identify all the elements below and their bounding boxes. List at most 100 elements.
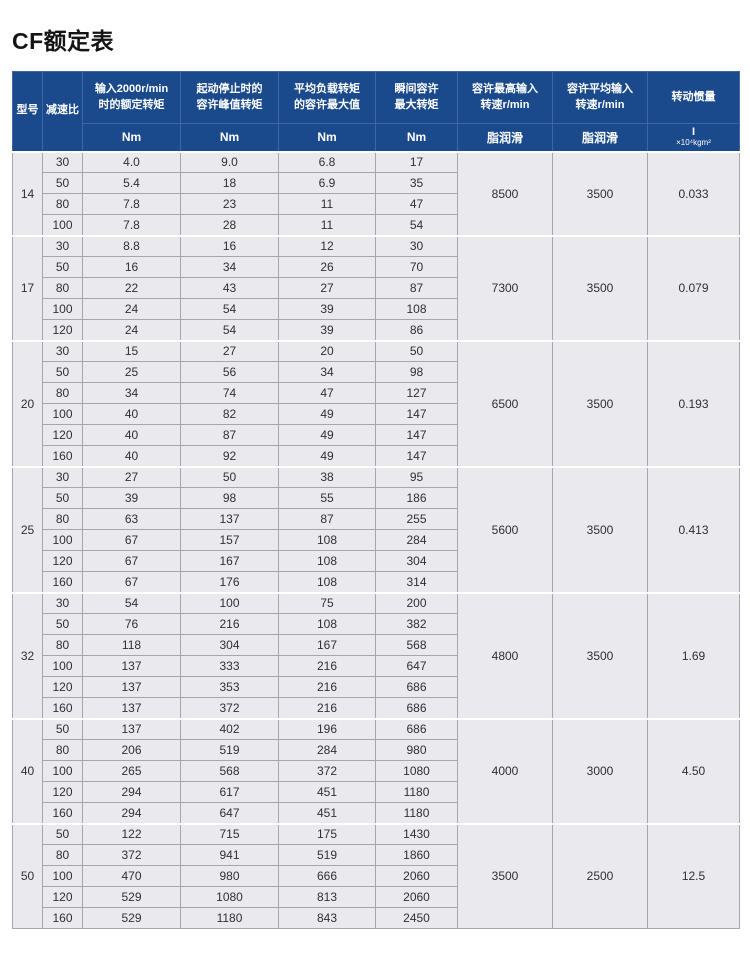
torque-value-cell: 47: [278, 382, 376, 404]
header-peak-torque: 起动停止时的 容许峰值转矩: [180, 71, 279, 124]
model-cell: 40: [12, 717, 43, 824]
torque-value-cell: 4.0: [82, 150, 181, 173]
torque-value-cell: 118: [82, 634, 181, 656]
ratio-cell: 100: [42, 214, 83, 236]
max-speed-cell: 6500: [457, 339, 553, 467]
page-title: CF额定表: [12, 28, 115, 54]
torque-value-cell: 686: [375, 717, 458, 740]
header-avg-load-torque: 平均负载转矩 的容许最大值: [278, 71, 376, 124]
table-row: 80 63 137 87 255: [13, 508, 740, 530]
torque-value-cell: 470: [82, 865, 181, 887]
table-row: 80 22 43 27 87: [13, 277, 740, 299]
table-row: 120 529 1080 813 2060: [13, 886, 740, 908]
table-row: 100 470 980 666 2060: [13, 865, 740, 887]
torque-value-cell: 647: [375, 655, 458, 677]
torque-value-cell: 402: [180, 717, 279, 740]
torque-value-cell: 11: [278, 214, 376, 236]
torque-value-cell: 715: [180, 822, 279, 845]
model-cell: 17: [12, 234, 43, 341]
inertia-cell: 0.079: [647, 234, 740, 341]
avg-speed-cell: 3500: [552, 465, 648, 593]
torque-value-cell: 216: [278, 697, 376, 719]
ratio-cell: 30: [42, 339, 83, 362]
model-cell: 50: [12, 822, 43, 929]
torque-value-cell: 980: [375, 739, 458, 761]
ratio-cell: 120: [42, 424, 83, 446]
torque-value-cell: 216: [278, 676, 376, 698]
torque-value-cell: 9.0: [180, 150, 279, 173]
inertia-symbol: I: [691, 125, 696, 138]
ratio-cell: 50: [42, 361, 83, 383]
unit-max-input-speed: 脂润滑: [457, 123, 553, 153]
ratio-cell: 100: [42, 865, 83, 887]
model-cell: 25: [12, 465, 43, 593]
torque-value-cell: 686: [375, 697, 458, 719]
torque-value-cell: 28: [180, 214, 279, 236]
torque-value-cell: 127: [375, 382, 458, 404]
torque-value-cell: 25: [82, 361, 181, 383]
table-row: 120 137 353 216 686: [13, 676, 740, 698]
torque-value-cell: 18: [180, 172, 279, 194]
torque-value-cell: 6.9: [278, 172, 376, 194]
torque-value-cell: 265: [82, 760, 181, 782]
torque-value-cell: 108: [278, 529, 376, 551]
ratio-cell: 50: [42, 717, 83, 740]
model-cell: 32: [12, 591, 43, 719]
torque-value-cell: 372: [278, 760, 376, 782]
torque-value-cell: 451: [278, 781, 376, 803]
torque-value-cell: 34: [278, 361, 376, 383]
torque-value-cell: 216: [180, 613, 279, 635]
torque-value-cell: 12: [278, 234, 376, 257]
torque-value-cell: 941: [180, 844, 279, 866]
header-row-units: Nm Nm Nm Nm 脂润滑 脂润滑 I ×10⁴kgm²: [13, 123, 740, 153]
table-row: 160 137 372 216 686: [13, 697, 740, 719]
table-row: 50 5.4 18 6.9 35: [13, 172, 740, 194]
avg-speed-cell: 3500: [552, 591, 648, 719]
torque-value-cell: 50: [375, 339, 458, 362]
header-inertia: 转动惯量: [647, 71, 740, 124]
inertia-cell: 0.033: [647, 150, 740, 236]
table-row: 40 50 137 402 196 686 4000 3000 4.50: [12, 717, 740, 824]
torque-value-cell: 843: [278, 907, 376, 929]
torque-value-cell: 137: [82, 655, 181, 677]
max-speed-cell: 4800: [457, 591, 553, 719]
torque-value-cell: 314: [375, 571, 458, 593]
torque-value-cell: 813: [278, 886, 376, 908]
ratio-cell: 100: [42, 655, 83, 677]
torque-value-cell: 666: [278, 865, 376, 887]
torque-value-cell: 216: [278, 655, 376, 677]
torque-value-cell: 137: [82, 676, 181, 698]
torque-value-cell: 167: [278, 634, 376, 656]
torque-value-cell: 40: [82, 424, 181, 446]
torque-value-cell: 92: [180, 445, 279, 467]
table-row: 50 76 216 108 382: [13, 613, 740, 635]
max-speed-cell: 7300: [457, 234, 553, 341]
torque-value-cell: 26: [278, 256, 376, 278]
avg-speed-cell: 3500: [552, 339, 648, 467]
ratio-cell: 120: [42, 550, 83, 572]
torque-value-cell: 519: [278, 844, 376, 866]
unit-peak-torque: Nm: [180, 123, 279, 153]
torque-value-cell: 38: [278, 465, 376, 488]
torque-value-cell: 6.8: [278, 150, 376, 173]
ratio-cell: 30: [42, 465, 83, 488]
torque-value-cell: 98: [180, 487, 279, 509]
torque-value-cell: 22: [82, 277, 181, 299]
torque-value-cell: 137: [180, 508, 279, 530]
torque-value-cell: 2450: [375, 907, 458, 929]
torque-value-cell: 27: [278, 277, 376, 299]
table-row: 14 30 4.0 9.0 6.8 17 8500 3500 0.033: [12, 150, 740, 236]
torque-value-cell: 49: [278, 403, 376, 425]
torque-value-cell: 98: [375, 361, 458, 383]
ratio-cell: 160: [42, 907, 83, 929]
torque-value-cell: 1180: [375, 781, 458, 803]
torque-value-cell: 647: [180, 802, 279, 824]
torque-value-cell: 122: [82, 822, 181, 845]
torque-value-cell: 196: [278, 717, 376, 740]
ratio-cell: 80: [42, 508, 83, 530]
table-row: 100 24 54 39 108: [13, 298, 740, 320]
ratio-cell: 80: [42, 739, 83, 761]
torque-value-cell: 5.4: [82, 172, 181, 194]
torque-value-cell: 304: [375, 550, 458, 572]
ratio-cell: 120: [42, 319, 83, 341]
